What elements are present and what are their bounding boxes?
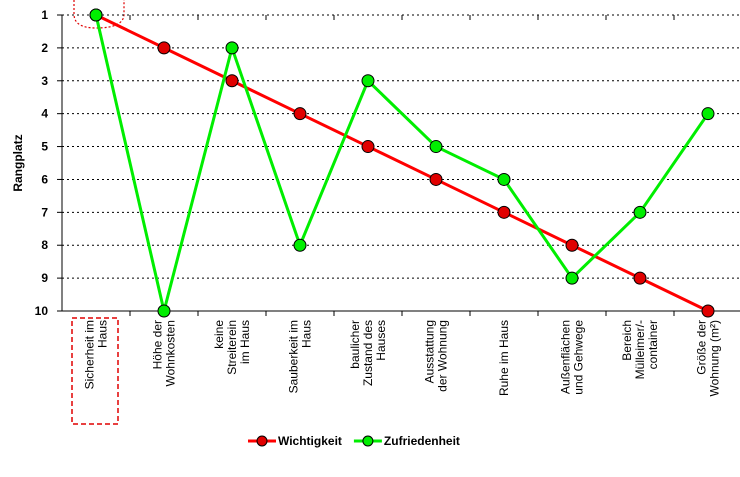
y-tick-label: 3 bbox=[41, 74, 48, 88]
marker bbox=[293, 238, 307, 252]
x-tick-label: Höhe der bbox=[151, 320, 165, 369]
marker bbox=[565, 238, 579, 252]
marker bbox=[89, 8, 103, 22]
x-tick-label: baulicher bbox=[348, 320, 362, 369]
x-tick-label: Hauses bbox=[374, 320, 388, 361]
y-tick-label: 2 bbox=[41, 41, 48, 55]
highlight-point bbox=[73, 0, 125, 29]
y-tick-label: 7 bbox=[41, 205, 48, 219]
y-tick-label: 8 bbox=[41, 238, 48, 252]
marker bbox=[633, 271, 647, 285]
y-tick-label: 5 bbox=[41, 140, 48, 154]
x-tick-label: container bbox=[646, 320, 660, 369]
legend-marker bbox=[362, 435, 374, 447]
marker bbox=[429, 140, 443, 154]
marker bbox=[157, 41, 171, 55]
legend-marker bbox=[256, 435, 268, 447]
x-tick-label: Wohnkosten bbox=[164, 320, 178, 387]
x-tick-label: Größe der bbox=[695, 320, 709, 375]
y-tick-label: 9 bbox=[41, 271, 48, 285]
y-tick-label: 1 bbox=[41, 8, 48, 22]
y-tick-label: 4 bbox=[41, 107, 48, 121]
marker bbox=[701, 304, 715, 318]
x-tick-label: Außenflächen bbox=[559, 320, 573, 394]
marker bbox=[633, 205, 647, 219]
x-tick-label: und Gehwege bbox=[572, 320, 586, 395]
marker bbox=[429, 172, 443, 186]
series-line bbox=[95, 13, 709, 313]
x-tick-label: Mülleimer/- bbox=[633, 320, 647, 379]
x-tick-label: Bereich bbox=[620, 320, 634, 361]
y-axis-label: Rangplatz bbox=[11, 134, 25, 191]
legend-label: Wichtigkeit bbox=[278, 434, 342, 448]
y-tick-label: 6 bbox=[41, 172, 48, 186]
x-tick-label: Sauberkeit im bbox=[287, 320, 301, 393]
x-tick-label: Ruhe im Haus bbox=[497, 320, 511, 396]
x-tick-label: Streiterein bbox=[225, 320, 239, 375]
x-tick-label: Haus bbox=[300, 320, 314, 348]
x-tick-label: Sicherheit im bbox=[83, 320, 97, 389]
series-line bbox=[94, 14, 710, 312]
marker bbox=[565, 271, 579, 285]
marker bbox=[225, 41, 239, 55]
x-tick-label: keine bbox=[212, 320, 226, 349]
marker bbox=[497, 172, 511, 186]
x-tick-label: Zustand des bbox=[361, 320, 375, 386]
marker bbox=[701, 107, 715, 121]
x-tick-label: der Wohnung bbox=[436, 320, 450, 392]
marker bbox=[361, 74, 375, 88]
marker bbox=[157, 304, 171, 318]
x-tick-label: im Haus bbox=[238, 320, 252, 364]
legend-label: Zufriedenheit bbox=[384, 434, 460, 448]
x-tick-label: Haus bbox=[96, 320, 110, 348]
highlight-box bbox=[71, 317, 119, 425]
marker bbox=[497, 205, 511, 219]
x-tick-label: Wohnung (m²) bbox=[708, 320, 722, 396]
marker bbox=[293, 107, 307, 121]
x-tick-label: Ausstattung bbox=[423, 320, 437, 383]
marker bbox=[361, 140, 375, 154]
marker bbox=[225, 74, 239, 88]
y-tick-label: 10 bbox=[35, 304, 49, 318]
